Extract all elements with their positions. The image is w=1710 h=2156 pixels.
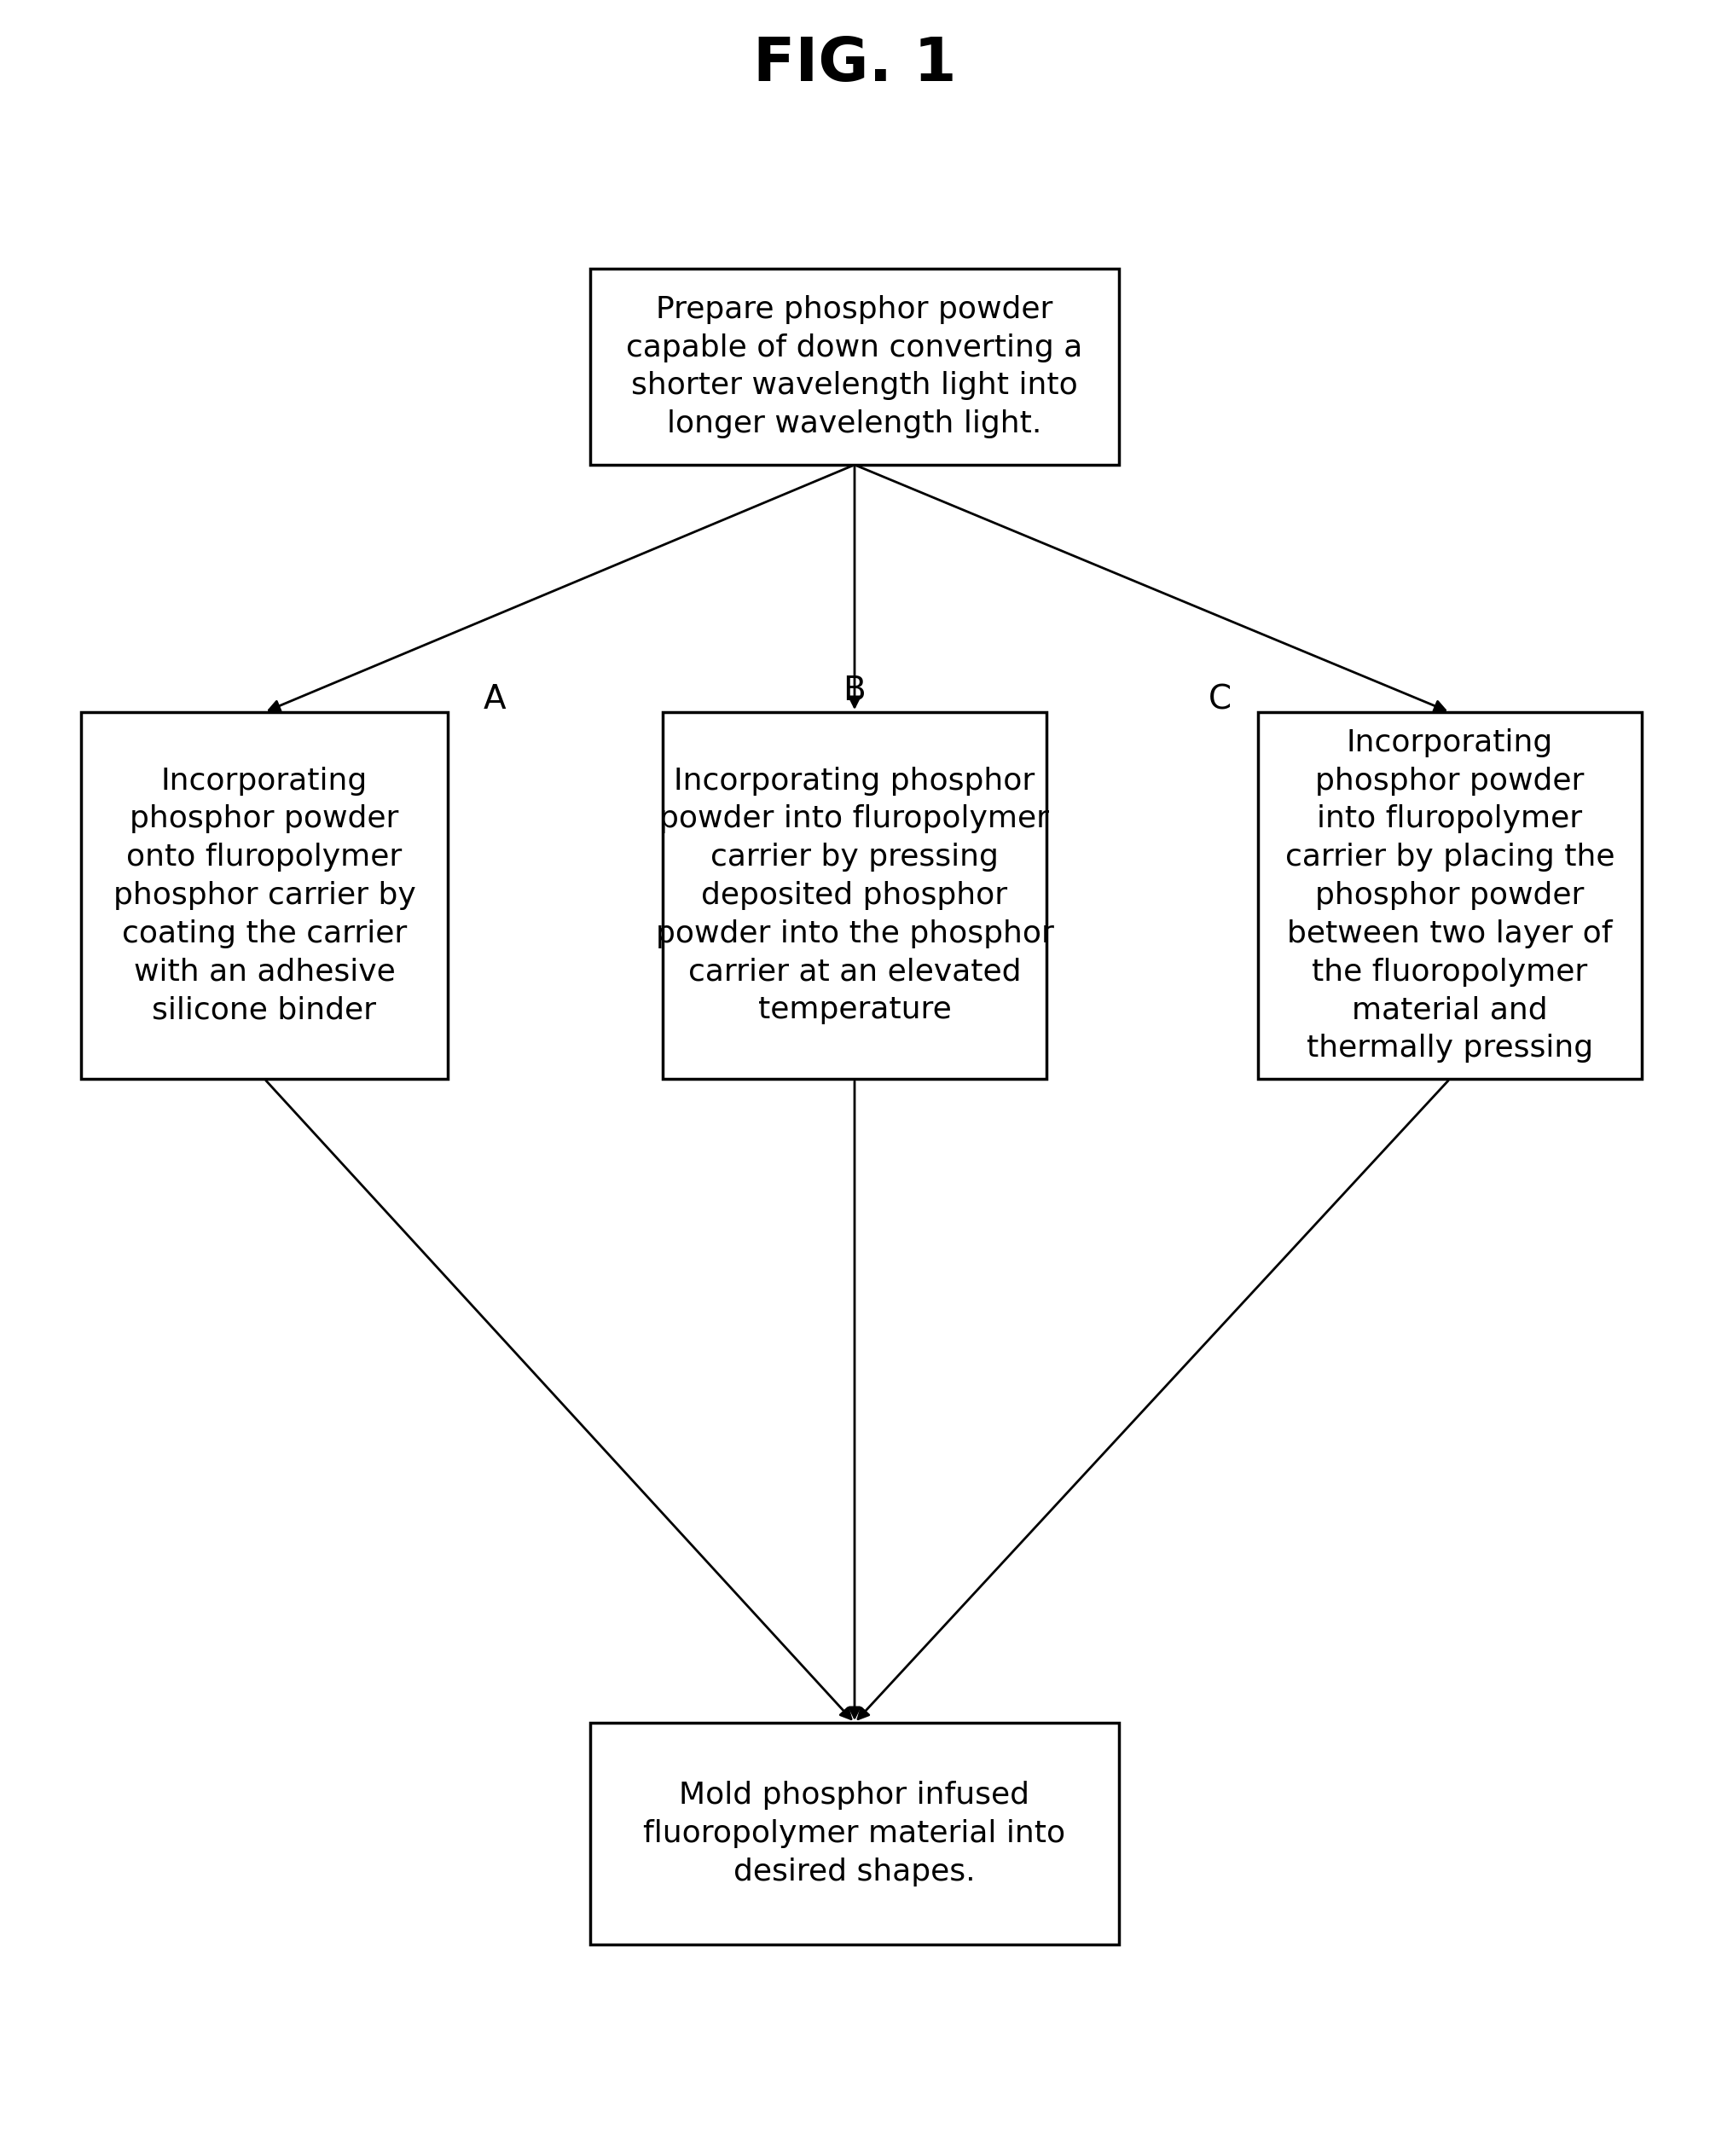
- Bar: [590, 1723, 1118, 1945]
- Text: A: A: [484, 683, 506, 716]
- Text: Incorporating
phosphor powder
onto fluropolymer
phosphor carrier by
coating the : Incorporating phosphor powder onto fluro…: [113, 765, 416, 1024]
- Text: Mold phosphor infused
fluoropolymer material into
desired shapes.: Mold phosphor infused fluoropolymer mate…: [643, 1781, 1065, 1886]
- Bar: [1259, 711, 1642, 1078]
- Bar: [663, 711, 1047, 1078]
- Bar: [590, 270, 1118, 466]
- Text: FIG. 1: FIG. 1: [752, 34, 958, 93]
- Text: Incorporating
phosphor powder
into fluropolymer
carrier by placing the
phosphor : Incorporating phosphor powder into fluro…: [1284, 729, 1614, 1063]
- Text: B: B: [843, 675, 865, 707]
- Bar: [80, 711, 448, 1078]
- Text: Incorporating phosphor
powder into fluropolymer
carrier by pressing
deposited ph: Incorporating phosphor powder into fluro…: [655, 765, 1053, 1024]
- Text: Prepare phosphor powder
capable of down converting a
shorter wavelength light in: Prepare phosphor powder capable of down …: [626, 295, 1082, 438]
- Text: C: C: [1207, 683, 1231, 716]
